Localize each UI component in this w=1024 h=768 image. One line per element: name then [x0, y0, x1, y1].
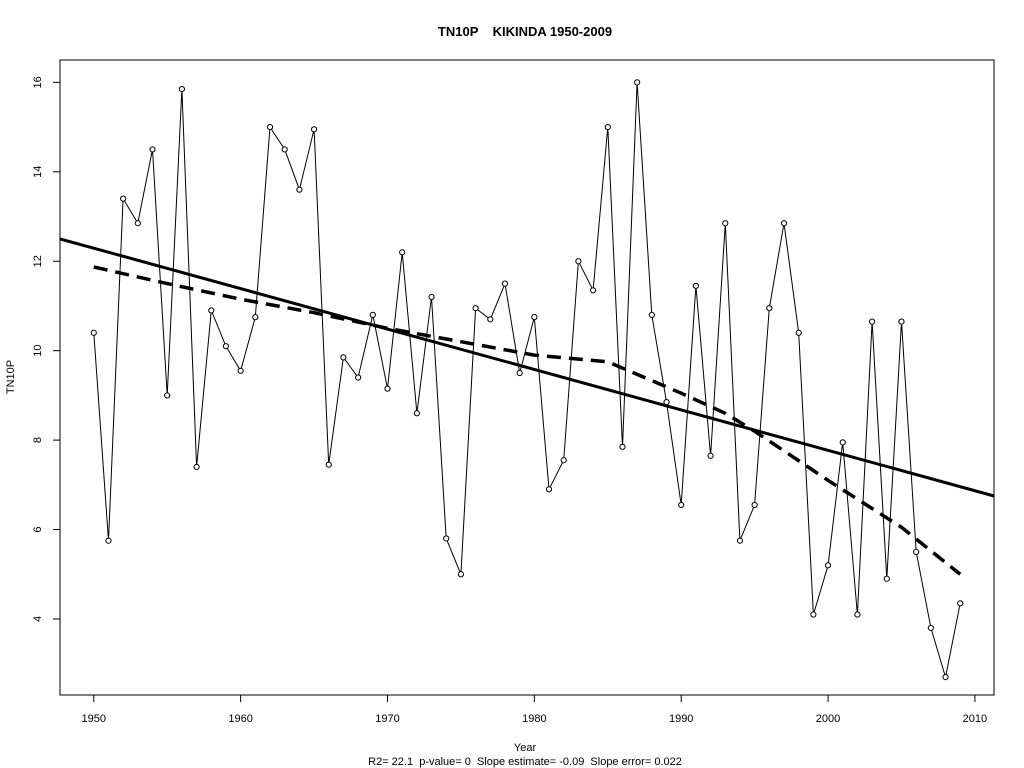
- y-tick-label: 16: [32, 76, 44, 88]
- x-tick-label: 2000: [816, 713, 840, 725]
- data-point: [913, 548, 920, 556]
- data-point: [369, 311, 376, 318]
- data-point: [296, 186, 303, 193]
- plot-area: [59, 79, 995, 681]
- data-point: [560, 457, 567, 464]
- data-point: [942, 674, 949, 681]
- data-point: [575, 258, 582, 265]
- data-point: [281, 146, 288, 153]
- data-point: [222, 343, 230, 350]
- data-point: [545, 486, 553, 493]
- y-axis: 4 6 8 10 12 14 16: [32, 76, 60, 622]
- data-point: [780, 220, 788, 227]
- data-point: [957, 600, 964, 607]
- data-point: [266, 123, 274, 131]
- y-tick-label: 6: [32, 526, 44, 532]
- data-point: [178, 85, 185, 93]
- stats-footer: R2= 22.1 p-value= 0 Slope estimate= -0.0…: [368, 756, 682, 768]
- data-point: [604, 123, 611, 131]
- data-point: [898, 318, 905, 325]
- data-point: [736, 537, 744, 544]
- y-tick-label: 10: [32, 345, 44, 357]
- data-point: [707, 452, 714, 459]
- data-point: [589, 287, 597, 294]
- data-point: [810, 611, 817, 618]
- data-point: [355, 374, 362, 381]
- y-tick-label: 14: [32, 166, 44, 178]
- data-point: [634, 79, 641, 86]
- observed-series-line: [93, 82, 961, 678]
- data-point: [795, 329, 802, 336]
- data-point: [487, 316, 494, 323]
- x-axis: 1950 1960 1970 1980 1990 2000 2010: [82, 695, 987, 725]
- data-point: [252, 314, 259, 321]
- data-point: [927, 624, 934, 632]
- data-point: [516, 369, 523, 377]
- data-point: [869, 318, 876, 325]
- y-tick-label: 8: [32, 437, 44, 443]
- chart-title: TN10P KIKINDA 1950-2009: [438, 24, 612, 39]
- data-point: [340, 354, 347, 361]
- x-tick-label: 1950: [82, 713, 106, 725]
- plot-frame: [59, 59, 995, 696]
- data-point: [751, 501, 758, 509]
- data-point: [883, 575, 890, 582]
- data-point: [325, 461, 332, 468]
- data-point: [619, 443, 626, 450]
- data-point: [310, 126, 318, 133]
- smoothed-trend-line: [93, 265, 962, 576]
- x-axis-label: Year: [514, 742, 537, 754]
- data-point: [399, 249, 406, 256]
- data-point: [692, 282, 699, 289]
- data-point: [237, 367, 244, 374]
- data-point: [457, 571, 465, 578]
- data-point: [413, 410, 420, 417]
- linear-trend-line: [59, 237, 995, 498]
- data-point: [120, 195, 127, 202]
- data-point: [149, 146, 156, 153]
- x-tick-label: 1960: [228, 713, 252, 725]
- x-tick-label: 1970: [375, 713, 399, 725]
- data-point: [472, 305, 479, 312]
- x-tick-label: 1990: [669, 713, 693, 725]
- data-point: [208, 307, 215, 314]
- data-point: [193, 463, 200, 471]
- data-point: [678, 501, 685, 509]
- data-point: [105, 537, 112, 544]
- data-point: [501, 280, 509, 287]
- data-point: [164, 392, 171, 399]
- data-point: [134, 220, 141, 227]
- x-tick-label: 1980: [522, 713, 546, 725]
- data-point: [428, 293, 435, 301]
- data-point: [839, 439, 846, 446]
- y-axis-label: TN10P: [5, 360, 17, 394]
- data-point: [90, 329, 97, 336]
- data-point: [443, 535, 450, 542]
- data-point: [531, 314, 538, 321]
- data-point: [854, 611, 861, 618]
- y-tick-label: 4: [32, 616, 44, 622]
- data-point: [648, 311, 655, 318]
- data-point: [722, 220, 729, 227]
- data-point: [824, 562, 832, 569]
- x-tick-label: 2010: [963, 713, 987, 725]
- data-point: [384, 385, 391, 392]
- data-point: [766, 305, 773, 312]
- y-tick-label: 12: [32, 255, 44, 267]
